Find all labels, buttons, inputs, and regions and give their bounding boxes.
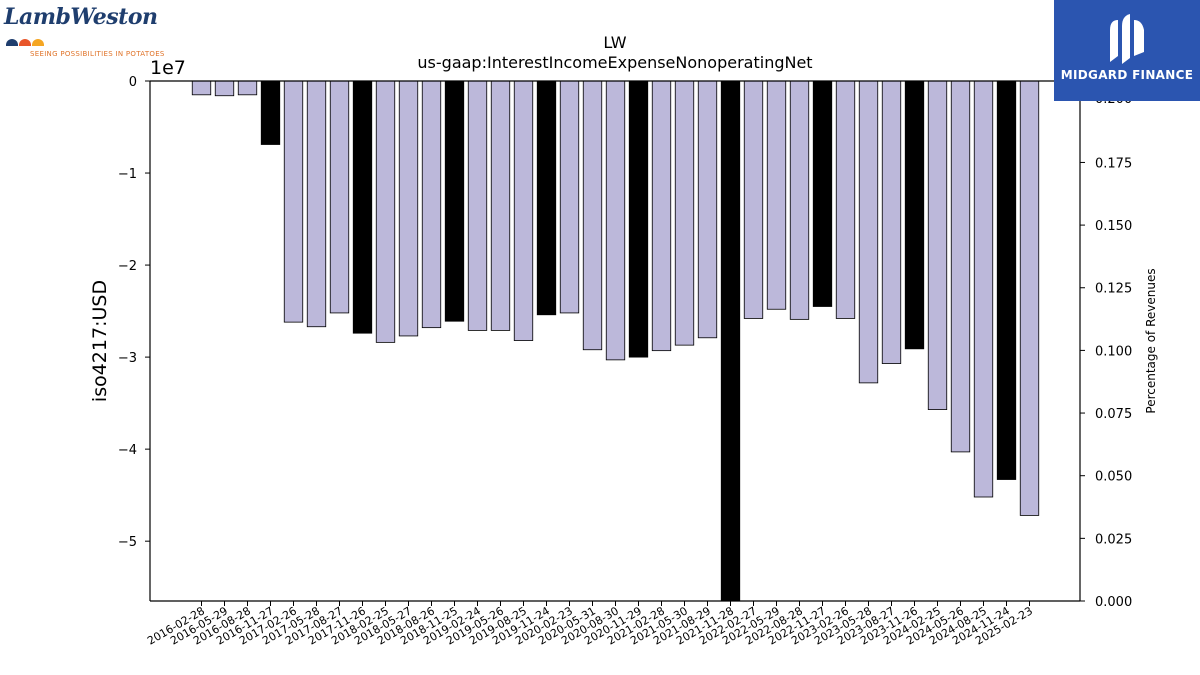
bar-2018-08-26 xyxy=(421,80,442,329)
y2-axis-label: Percentage of Revenues xyxy=(1144,268,1158,413)
logo-brand-text: LambWeston xyxy=(4,4,158,30)
logo-dots xyxy=(6,31,45,50)
bar-2016-05-29 xyxy=(214,80,235,97)
bar-2016-08-28 xyxy=(237,80,258,96)
y-tick-label: −5 xyxy=(118,535,137,550)
y-ticks-group: 0 −1 −2 −3 −4 −5 xyxy=(118,75,150,550)
bar-2023-05-28 xyxy=(858,80,879,384)
bars-group xyxy=(191,80,1040,602)
bar-2021-11-28 xyxy=(720,80,741,602)
bar-2023-08-27 xyxy=(881,80,902,364)
chart-subtitle: us-gaap:InterestIncomeExpenseNonoperatin… xyxy=(417,53,812,72)
y2-tick-label: 0.100 xyxy=(1095,344,1132,359)
bar-2022-11-27 xyxy=(812,80,833,307)
y2-tick-label: 0.175 xyxy=(1095,156,1132,171)
lamb-weston-logo: LambWeston SEEING POSSIBILITIES IN POTAT… xyxy=(4,4,194,58)
bar-2024-05-26 xyxy=(950,80,971,453)
y-tick-label: −2 xyxy=(118,259,137,274)
y-axis-exponent: 1e7 xyxy=(150,57,186,79)
y2-tick-label: 0.075 xyxy=(1095,407,1132,422)
midgard-name: MIDGARD FINANCE xyxy=(1060,68,1194,82)
bar-2022-08-28 xyxy=(789,80,810,320)
bar-2021-02-28 xyxy=(651,80,672,352)
y-tick-label: −3 xyxy=(118,351,137,366)
bar-2021-05-30 xyxy=(674,80,695,346)
bar-2024-08-25 xyxy=(973,80,994,498)
x-ticks-group: 2016-02-282016-05-292016-08-282016-11-27… xyxy=(145,601,1035,648)
bar-2019-11-24 xyxy=(536,80,557,316)
y-axis-label: iso4217:USD xyxy=(89,280,111,402)
logo-tagline: SEEING POSSIBILITIES IN POTATOES xyxy=(30,50,165,58)
midgard-finance-logo: MIDGARD FINANCE xyxy=(1054,0,1200,101)
bar-2020-08-30 xyxy=(605,80,626,361)
bar-2017-02-26 xyxy=(283,80,304,323)
bar-2019-02-24 xyxy=(467,80,488,331)
bar-2018-11-25 xyxy=(444,80,465,322)
y2-tick-label: 0.150 xyxy=(1095,219,1132,234)
bar-2023-11-26 xyxy=(904,80,925,350)
bar-2018-02-25 xyxy=(375,80,396,343)
bar-2017-05-28 xyxy=(306,80,327,328)
logo-dot-3 xyxy=(32,39,44,46)
bar-2019-05-26 xyxy=(490,80,511,331)
bar-2020-05-31 xyxy=(582,80,603,351)
y2-tick-label: 0.025 xyxy=(1095,532,1132,547)
bar-2021-08-29 xyxy=(697,80,718,339)
bar-2024-02-25 xyxy=(927,80,948,410)
axes-spines xyxy=(149,80,1081,602)
bar-2024-11-24 xyxy=(996,80,1017,480)
y2-tick-label: 0.050 xyxy=(1095,470,1132,485)
y2-ticks-group: 0.000 0.025 0.050 0.075 0.100 0.125 0.150 0.175 xyxy=(1080,156,1132,610)
bar-2023-02-26 xyxy=(835,80,856,319)
logo-dot-1 xyxy=(6,39,18,46)
bar-2020-11-29 xyxy=(628,80,649,358)
bar-2016-11-27 xyxy=(260,80,281,145)
bar-2025-02-23 xyxy=(1019,80,1040,516)
y2-tick-label: 0.000 xyxy=(1095,595,1132,610)
chart-title: LW xyxy=(603,33,626,52)
y2-tick-label: 0.125 xyxy=(1095,282,1132,297)
bar-2017-08-27 xyxy=(329,80,350,314)
bar-2018-05-27 xyxy=(398,80,419,337)
logo-dot-2 xyxy=(19,39,31,46)
bar-2017-11-26 xyxy=(352,80,373,334)
bar-2016-02-28 xyxy=(191,80,212,96)
bar-2022-05-29 xyxy=(766,80,787,310)
y-tick-label: −4 xyxy=(118,443,137,458)
bar-2019-08-25 xyxy=(513,80,534,341)
y-tick-label: 0 xyxy=(129,75,137,90)
y-tick-label: −1 xyxy=(118,167,137,182)
midgard-mark-icon xyxy=(1110,14,1144,64)
bar-2020-02-23 xyxy=(559,80,580,314)
bar-2022-02-27 xyxy=(743,80,764,319)
